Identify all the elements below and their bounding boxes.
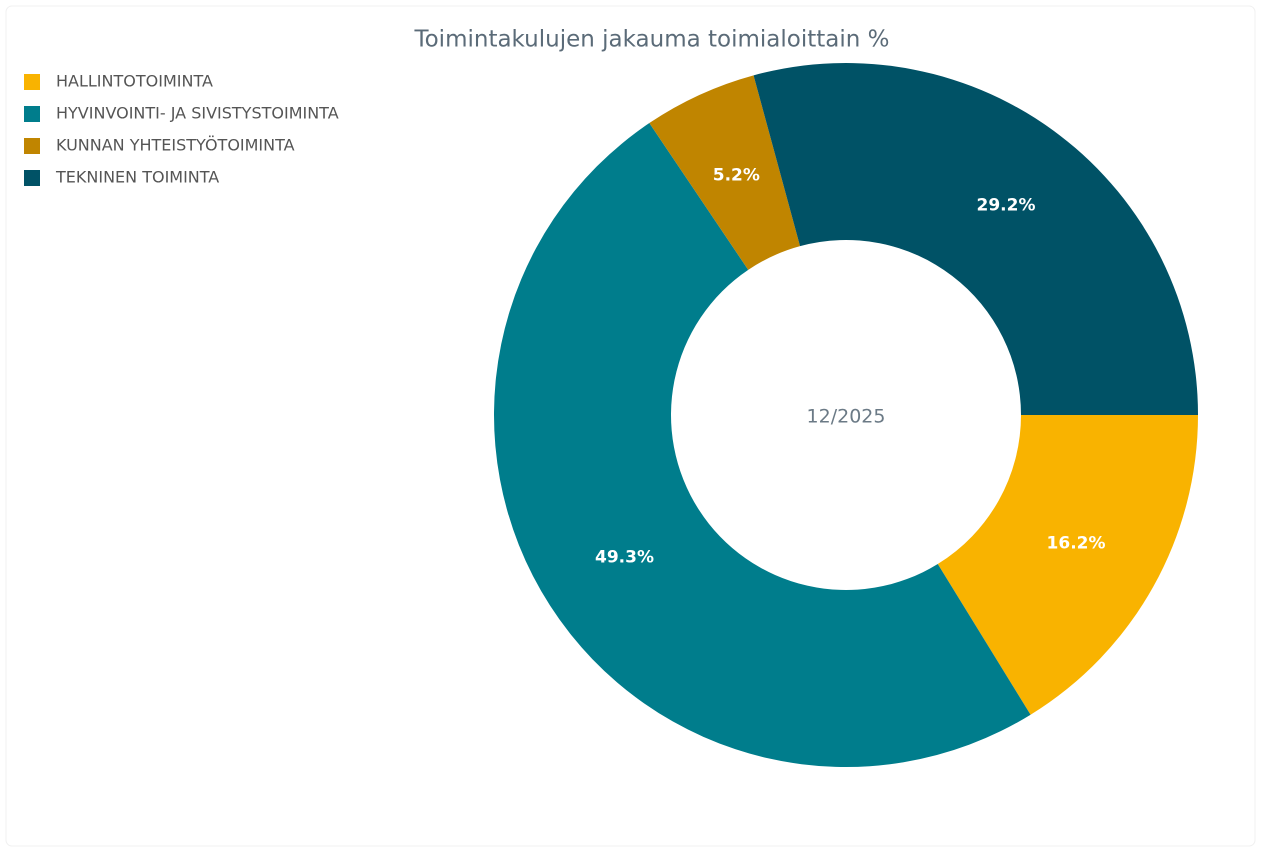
donut-slice: [753, 62, 1198, 416]
legend-swatch: [24, 106, 40, 122]
legend-swatch: [24, 170, 40, 186]
legend-swatch: [24, 74, 40, 90]
donut-slice: [493, 123, 1031, 768]
data-label: 5.2%: [713, 165, 760, 185]
chart-title: Toimintakulujen jakauma toimialoittain %: [413, 27, 889, 53]
legend-label: TEKNINEN TOIMINTA: [55, 168, 219, 187]
data-label: 16.2%: [1047, 534, 1106, 554]
donut-slice: [937, 415, 1198, 715]
data-label: 49.3%: [595, 548, 654, 568]
legend-label: KUNNAN YHTEISTYÖTOIMINTA: [56, 136, 295, 155]
legend-label: HALLINTOTOIMINTA: [56, 72, 213, 91]
donut-slice: [649, 75, 801, 270]
legend-label: HYVINVOINTI- JA SIVISTYSTOIMINTA: [56, 104, 339, 123]
legend-swatch: [24, 138, 40, 154]
center-label: 12/2025: [807, 406, 886, 428]
data-label: 29.2%: [977, 196, 1036, 216]
